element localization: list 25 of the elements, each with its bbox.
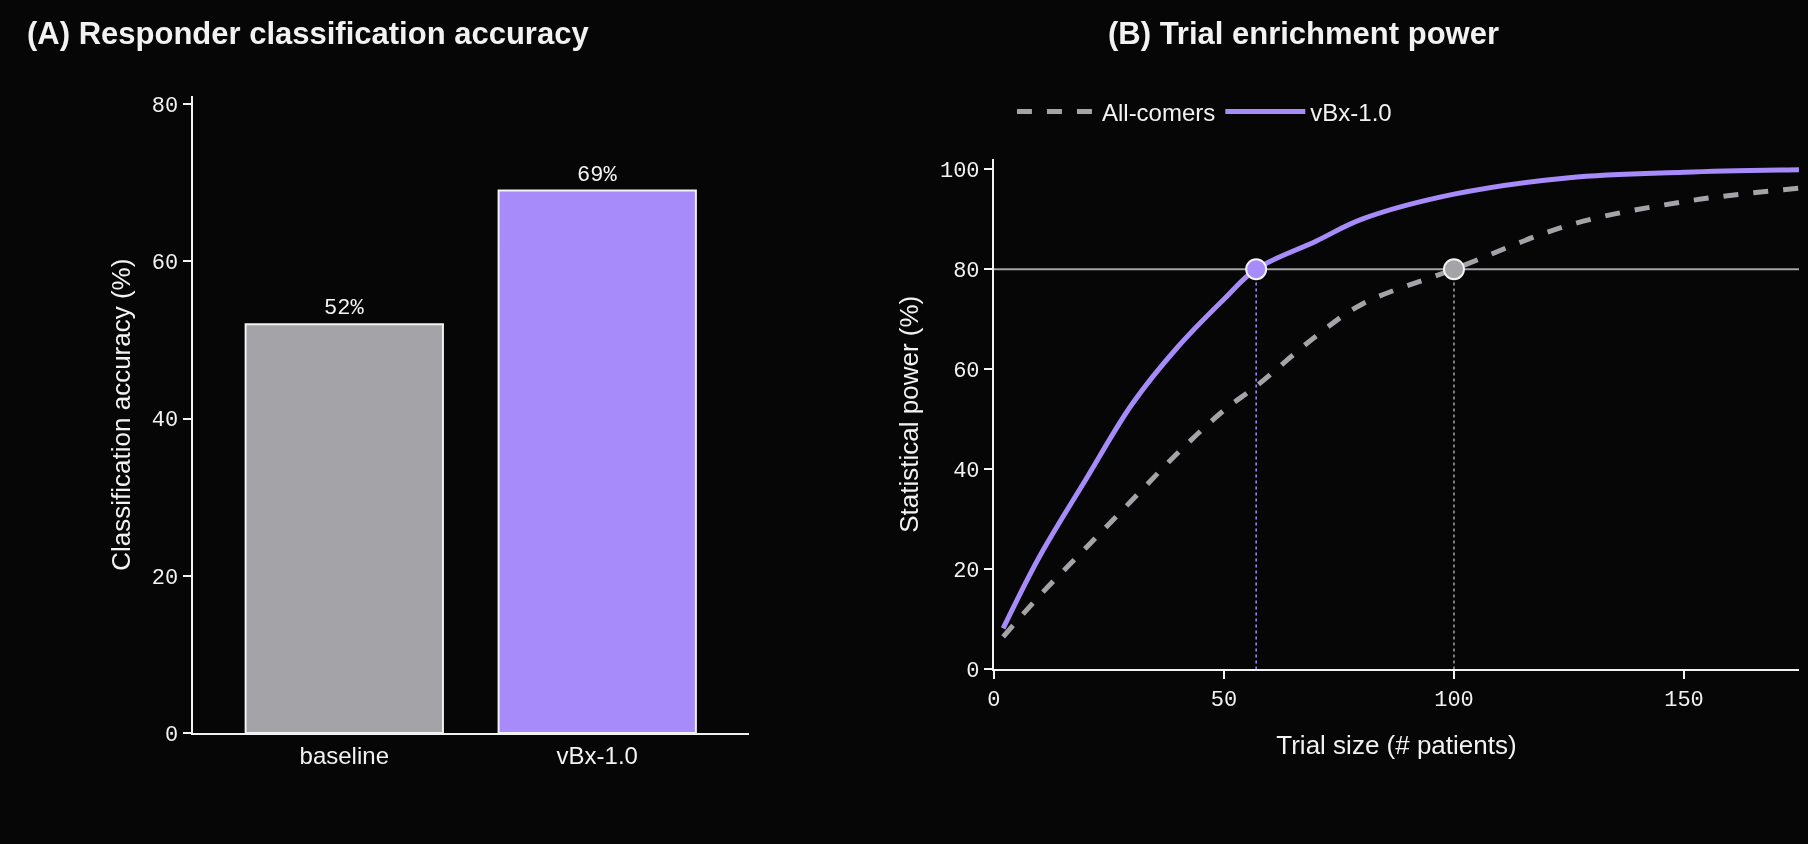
data-label: 52% — [324, 296, 365, 322]
x-tick-label: 50 — [1210, 687, 1238, 713]
y-tick-label: 60 — [151, 251, 179, 277]
y-tick-label: 80 — [151, 93, 179, 119]
y-axis-title: Classification accuracy (%) — [105, 258, 136, 571]
chart-title: (B) Trial enrichment power — [1108, 16, 1500, 51]
y-axis-title: Statistical power (%) — [893, 295, 924, 533]
y-tick-label: 40 — [953, 458, 980, 484]
y-tick-label: 40 — [151, 408, 179, 434]
x-tick-label: 150 — [1664, 687, 1704, 713]
x-tick-label: 0 — [987, 687, 1001, 713]
y-tick-label: 60 — [953, 358, 980, 384]
y-tick-label: 0 — [966, 659, 980, 685]
chart-title: (A) Responder classification accuracy — [27, 16, 590, 51]
y-tick-label: 20 — [151, 565, 179, 591]
x-tick-label: baseline — [299, 741, 389, 769]
y-tick-label: 20 — [953, 559, 980, 585]
y-tick-label: 100 — [939, 158, 980, 184]
data-label: 69% — [577, 162, 618, 188]
legend-label: All-comers — [1101, 98, 1216, 126]
x-axis-title: Trial size (# patients) — [1276, 729, 1517, 760]
y-tick-label: 0 — [164, 722, 179, 748]
y-tick-label: 80 — [953, 258, 980, 284]
legend-label: vBx-1.0 — [1310, 98, 1392, 126]
x-tick-label: 100 — [1434, 687, 1474, 713]
